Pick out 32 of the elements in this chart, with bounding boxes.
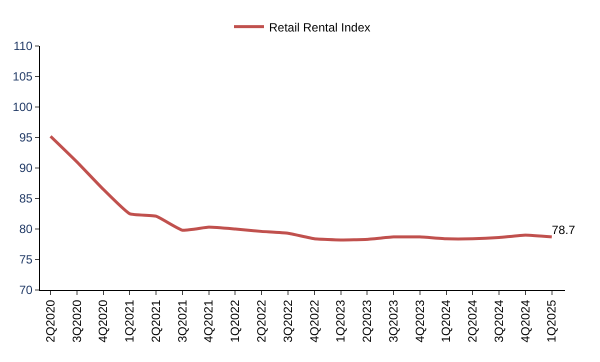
- y-tick-label: 75: [19, 252, 33, 267]
- x-tick-label: 1Q2023: [334, 299, 348, 343]
- x-tick-label: 2Q2021: [148, 299, 163, 343]
- x-tick-label: 2Q2024: [466, 299, 480, 343]
- y-tick-label: 80: [19, 222, 33, 236]
- line-series: [49, 134, 554, 242]
- x-tick-label: 3Q2022: [280, 299, 295, 343]
- y-tick-label: 70: [19, 283, 33, 298]
- x-tick-label: 3Q2020: [70, 299, 84, 343]
- x-tick-label: 4Q2020: [96, 299, 110, 343]
- x-tick-label: 2Q2020: [43, 299, 58, 343]
- x-tick-label: 2Q2022: [254, 299, 269, 343]
- data-label: 78.7: [552, 222, 576, 237]
- x-tick-label: 4Q2024: [518, 299, 532, 343]
- y-tick-label: 100: [12, 100, 33, 114]
- legend-label: Retail Rental Index: [269, 20, 370, 34]
- x-tick-label: 4Q2021: [202, 299, 216, 343]
- y-tick-label: 105: [12, 70, 33, 84]
- x-tick-label: 1Q2025: [544, 299, 559, 343]
- y-tick-label: 85: [19, 192, 33, 206]
- x-tick-label: 1Q2022: [228, 299, 242, 343]
- x-tick-label: 4Q2023: [412, 299, 427, 343]
- x-tick-label: 3Q2024: [492, 299, 506, 343]
- y-tick-label: 90: [19, 161, 33, 176]
- y-tick-label: 95: [19, 130, 33, 145]
- x-tick-label: 4Q2022: [307, 299, 322, 343]
- x-tick-label: 1Q2024: [439, 299, 454, 343]
- y-tick-label: 110: [13, 39, 33, 54]
- x-tick-label: 1Q2021: [122, 299, 137, 343]
- x-tick-label: 3Q2021: [175, 299, 190, 343]
- x-tick-label: 3Q2023: [386, 299, 400, 343]
- x-tick-label: 2Q2023: [360, 299, 374, 343]
